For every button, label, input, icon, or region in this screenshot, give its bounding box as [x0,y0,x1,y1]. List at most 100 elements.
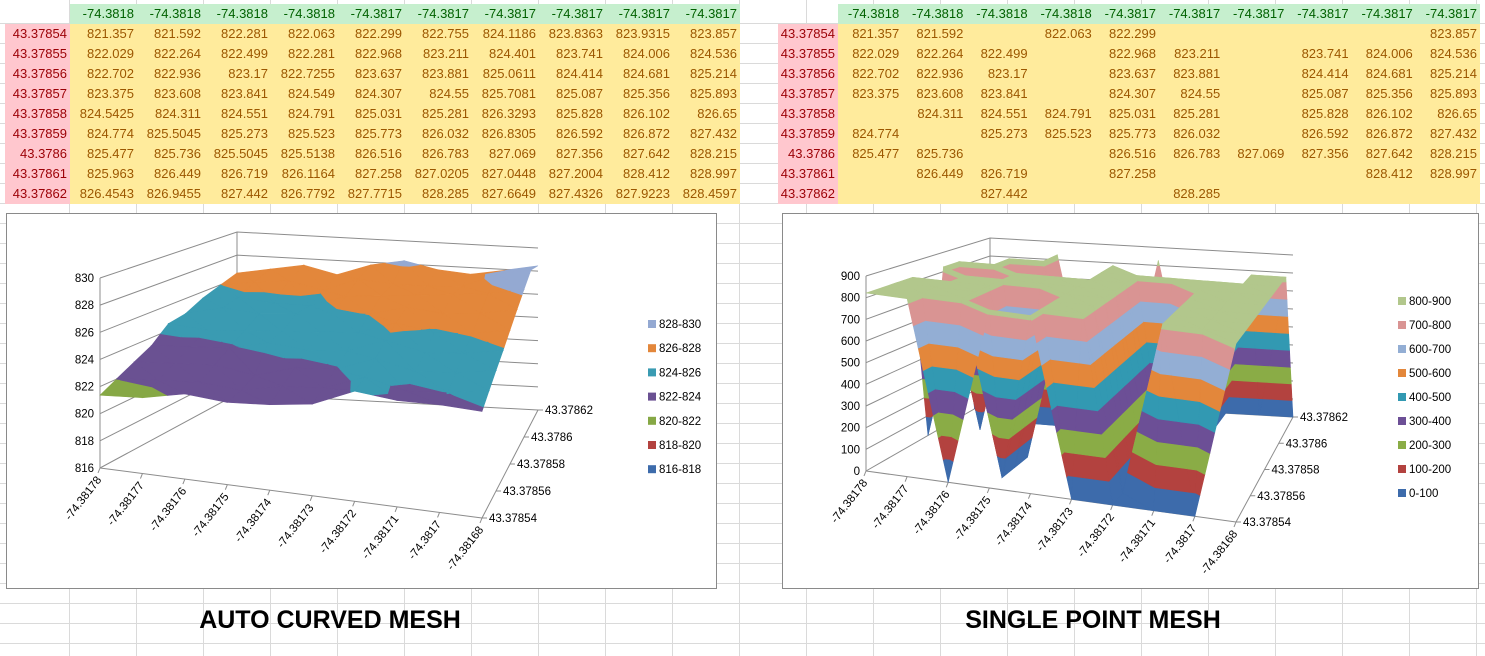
table-cell[interactable]: 827.356 [1287,144,1352,164]
table-cell[interactable]: 824.311 [902,104,967,124]
row-header[interactable]: 43.37858 [5,104,70,124]
table-cell[interactable]: 826.783 [1159,144,1224,164]
table-cell[interactable]: 824.791 [271,104,338,124]
table-cell[interactable]: 825.214 [673,64,740,84]
table-cell[interactable] [1351,184,1416,204]
table-cell[interactable]: 822.936 [902,64,967,84]
table-cell[interactable]: 823.17 [966,64,1031,84]
table-cell[interactable]: 823.881 [405,64,472,84]
table-cell[interactable]: 822.063 [271,24,338,44]
table-cell[interactable]: 826.872 [606,124,673,144]
table-cell[interactable]: 824.006 [1351,44,1416,64]
table-cell[interactable]: 821.592 [137,24,204,44]
table-cell[interactable]: 827.6649 [472,184,539,204]
table-cell[interactable]: 824.1186 [472,24,539,44]
table-cell[interactable]: 826.449 [902,164,967,184]
table-cell[interactable]: 826.719 [204,164,271,184]
table-cell[interactable]: 822.281 [271,44,338,64]
row-header[interactable]: 43.37861 [778,164,838,184]
table-cell[interactable]: 826.3293 [472,104,539,124]
table-cell[interactable] [966,24,1031,44]
table-cell[interactable]: 827.642 [1351,144,1416,164]
table-cell[interactable]: 826.9455 [137,184,204,204]
row-header[interactable]: 43.37861 [5,164,70,184]
table-cell[interactable]: 824.414 [1287,64,1352,84]
table-cell[interactable]: 828.412 [1351,164,1416,184]
table-cell[interactable]: 826.8305 [472,124,539,144]
table-cell[interactable]: 826.4543 [70,184,137,204]
column-header[interactable]: -74.3818 [70,4,137,24]
table-cell[interactable]: 825.523 [271,124,338,144]
table-cell[interactable]: 826.102 [1351,104,1416,124]
table-cell[interactable] [1223,64,1288,84]
table-cell[interactable]: 828.4597 [673,184,740,204]
table-cell[interactable] [838,164,903,184]
row-header[interactable]: 43.37856 [5,64,70,84]
table-cell[interactable]: 823.637 [1094,64,1159,84]
table-cell[interactable]: 827.356 [539,144,606,164]
chart-single-point-mesh[interactable] [782,213,1479,589]
table-cell[interactable] [838,184,903,204]
table-cell[interactable]: 823.637 [338,64,405,84]
column-header[interactable]: -74.3818 [1030,4,1095,24]
table-cell[interactable]: 825.031 [1094,104,1159,124]
row-header[interactable]: 43.37855 [5,44,70,64]
table-cell[interactable]: 824.551 [966,104,1031,124]
table-cell[interactable]: 826.102 [606,104,673,124]
chart-auto-curved-mesh[interactable] [6,213,717,589]
column-header[interactable]: -74.3818 [204,4,271,24]
table-cell[interactable]: 827.258 [338,164,405,184]
table-cell[interactable]: 827.9223 [606,184,673,204]
table-cell[interactable]: 827.2004 [539,164,606,184]
table-cell[interactable]: 825.281 [405,104,472,124]
table-cell[interactable] [1223,104,1288,124]
table-cell[interactable]: 825.828 [539,104,606,124]
row-header[interactable]: 43.37854 [5,24,70,44]
table-cell[interactable]: 822.755 [405,24,472,44]
table-cell[interactable]: 823.608 [137,84,204,104]
table-cell[interactable]: 825.087 [539,84,606,104]
table-cell[interactable]: 825.477 [70,144,137,164]
row-header[interactable]: 43.37859 [778,124,838,144]
table-cell[interactable]: 826.1164 [271,164,338,184]
column-header[interactable]: -74.3818 [966,4,1031,24]
table-cell[interactable] [902,184,967,204]
table-cell[interactable]: 823.8363 [539,24,606,44]
table-cell[interactable] [1030,44,1095,64]
table-cell[interactable]: 827.642 [606,144,673,164]
table-cell[interactable]: 823.375 [70,84,137,104]
table-cell[interactable] [1030,164,1095,184]
table-cell[interactable]: 822.281 [204,24,271,44]
table-cell[interactable]: 824.536 [673,44,740,64]
table-cell[interactable]: 827.069 [1223,144,1288,164]
table-cell[interactable]: 823.841 [204,84,271,104]
table-cell[interactable]: 821.357 [838,24,903,44]
column-header[interactable]: -74.3818 [271,4,338,24]
table-cell[interactable] [1094,184,1159,204]
column-header[interactable]: -74.3817 [1223,4,1288,24]
table-cell[interactable]: 822.029 [838,44,903,64]
row-header[interactable]: 43.3786 [778,144,838,164]
table-cell[interactable]: 828.997 [673,164,740,184]
row-header[interactable]: 43.37862 [5,184,70,204]
table-cell[interactable] [1351,24,1416,44]
table-cell[interactable]: 825.031 [338,104,405,124]
row-header[interactable]: 43.37854 [778,24,838,44]
table-cell[interactable]: 828.285 [1159,184,1224,204]
table-cell[interactable]: 825.5138 [271,144,338,164]
table-cell[interactable]: 823.211 [405,44,472,64]
table-cell[interactable]: 823.9315 [606,24,673,44]
table-cell[interactable]: 825.828 [1287,104,1352,124]
table-cell[interactable] [1287,164,1352,184]
table-cell[interactable]: 826.65 [673,104,740,124]
table-cell[interactable]: 826.592 [1287,124,1352,144]
table-cell[interactable]: 825.523 [1030,124,1095,144]
table-cell[interactable] [1223,184,1288,204]
table-cell[interactable]: 824.536 [1415,44,1480,64]
column-header[interactable]: -74.3818 [902,4,967,24]
column-header[interactable]: -74.3818 [137,4,204,24]
table-cell[interactable]: 822.499 [204,44,271,64]
table-cell[interactable]: 823.741 [1287,44,1352,64]
table-cell[interactable]: 822.063 [1030,24,1095,44]
table-cell[interactable]: 823.841 [966,84,1031,104]
